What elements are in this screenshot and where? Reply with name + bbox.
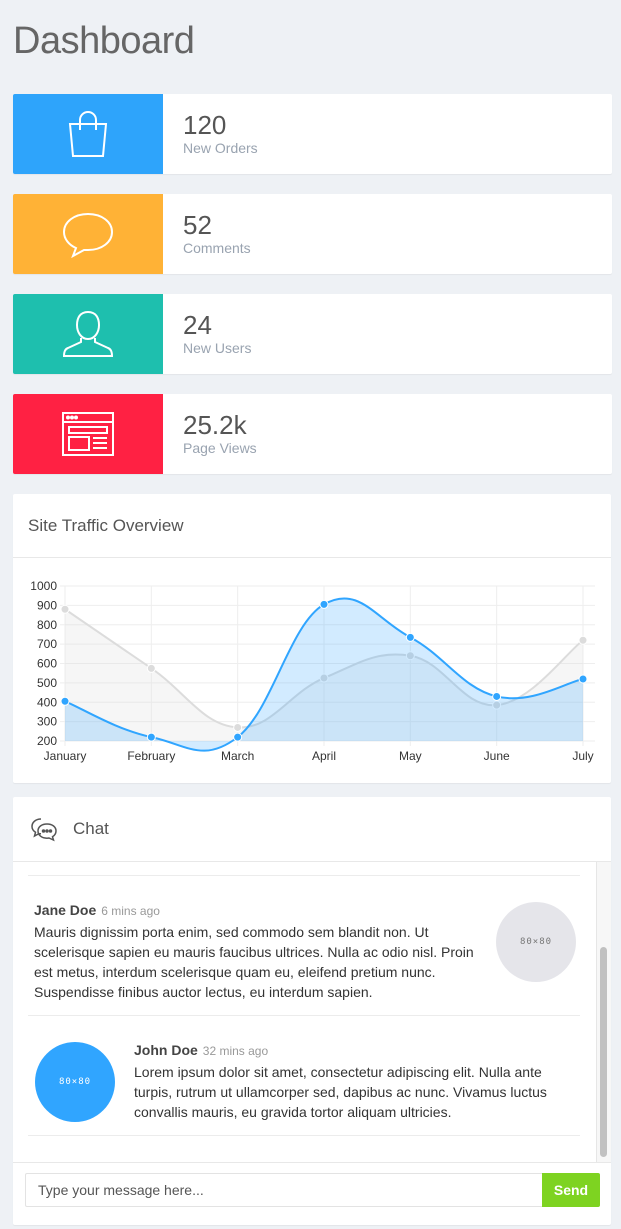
message-author: Jane Doe: [34, 902, 97, 918]
data-point[interactable]: [405, 632, 415, 642]
avatar: 80×80: [496, 902, 576, 982]
x-tick-label: February: [127, 749, 175, 763]
y-tick-label: 500: [37, 676, 57, 690]
y-tick-label: 600: [37, 657, 57, 671]
page-title: Dashboard: [13, 20, 195, 62]
y-tick-label: 1000: [30, 579, 57, 593]
data-point[interactable]: [492, 700, 502, 710]
traffic-chart: 200 300 400 500 600 700 800 900 1000 January Febru…: [30, 579, 595, 763]
avatar: 80×80: [35, 1042, 115, 1122]
divider: [28, 875, 580, 876]
message-time: 6 mins ago: [101, 904, 160, 918]
stat-value: 24: [183, 310, 212, 340]
stat-icon-box: [13, 294, 163, 374]
x-tick-label: July: [572, 749, 593, 763]
data-point[interactable]: [492, 691, 502, 701]
data-point[interactable]: [578, 674, 588, 684]
divider: [28, 1015, 580, 1016]
message-text: Lorem ipsum dolor sit amet, consectetur …: [134, 1064, 547, 1120]
chat-message-list[interactable]: Jane Doe 6 mins ago Mauris dignissim port…: [13, 862, 611, 1162]
stat-label: Comments: [183, 240, 251, 256]
stat-icon-box: [13, 94, 163, 174]
chat-scrollbar[interactable]: [596, 862, 611, 1162]
send-button[interactable]: Send: [542, 1173, 600, 1207]
message-text: Mauris dignissim porta enim, sed commodo…: [34, 924, 474, 1000]
x-tick-label: April: [312, 749, 336, 763]
data-point[interactable]: [146, 732, 156, 742]
y-tick-label: 900: [37, 598, 57, 612]
stat-label: New Users: [183, 340, 252, 356]
stat-value: 52: [183, 210, 212, 240]
traffic-panel: Site Traffic Overview 200 300 400 500 600 700…: [13, 494, 611, 783]
chat-message: 80×80 John Doe 32 mins ago Lorem ipsum do…: [28, 1042, 580, 1122]
message-author: John Doe: [134, 1042, 198, 1058]
x-tick-label: January: [44, 749, 87, 763]
y-tick-label: 200: [37, 734, 57, 748]
data-point[interactable]: [319, 599, 329, 609]
stat-card-new-orders[interactable]: 120 New Orders: [13, 94, 612, 174]
message-time: 32 mins ago: [202, 1044, 269, 1058]
divider: [28, 1135, 580, 1136]
stat-value: 120: [183, 110, 227, 140]
data-point[interactable]: [60, 696, 70, 706]
chat-bubbles-icon: [31, 818, 57, 842]
y-tick-label: 400: [37, 695, 57, 709]
stat-card-new-users[interactable]: 24 New Users: [13, 294, 612, 374]
stat-icon-box: [13, 394, 163, 474]
data-point[interactable]: [405, 651, 415, 661]
chat-footer: Send: [13, 1162, 611, 1212]
data-point[interactable]: [146, 663, 156, 673]
x-tick-label: June: [484, 749, 510, 763]
browser-window-icon: [62, 412, 114, 456]
user-icon: [62, 310, 114, 357]
y-tick-label: 800: [37, 618, 57, 632]
x-tick-label: May: [399, 749, 422, 763]
stat-card-comments[interactable]: 52 Comments: [13, 194, 612, 274]
chat-title: Chat: [73, 819, 109, 838]
data-point[interactable]: [319, 673, 329, 683]
data-point[interactable]: [233, 732, 243, 742]
chat-message-input[interactable]: [25, 1173, 542, 1207]
traffic-panel-title: Site Traffic Overview: [13, 494, 611, 558]
series-area: [65, 598, 583, 751]
series-area: [65, 609, 583, 741]
data-point[interactable]: [233, 722, 243, 732]
chat-panel-header: Chat: [13, 797, 611, 862]
x-tick-label: March: [221, 749, 254, 763]
stat-value: 25.2k: [183, 410, 247, 440]
data-point[interactable]: [60, 604, 70, 614]
stat-label: Page Views: [183, 440, 257, 456]
speech-bubble-icon: [62, 212, 114, 258]
stat-icon-box: [13, 194, 163, 274]
stat-card-page-views[interactable]: 25.2k Page Views: [13, 394, 612, 474]
y-tick-label: 700: [37, 637, 57, 651]
chat-scrollbar-thumb[interactable]: [600, 947, 607, 1157]
stat-label: New Orders: [183, 140, 258, 156]
y-tick-label: 300: [37, 715, 57, 729]
chat-panel: Chat Jane Doe 6 mins ago Mauris dignissim…: [13, 797, 611, 1225]
chat-message: Jane Doe 6 mins ago Mauris dignissim port…: [28, 902, 580, 1002]
shopping-bag-icon: [68, 111, 108, 157]
data-point[interactable]: [578, 635, 588, 645]
